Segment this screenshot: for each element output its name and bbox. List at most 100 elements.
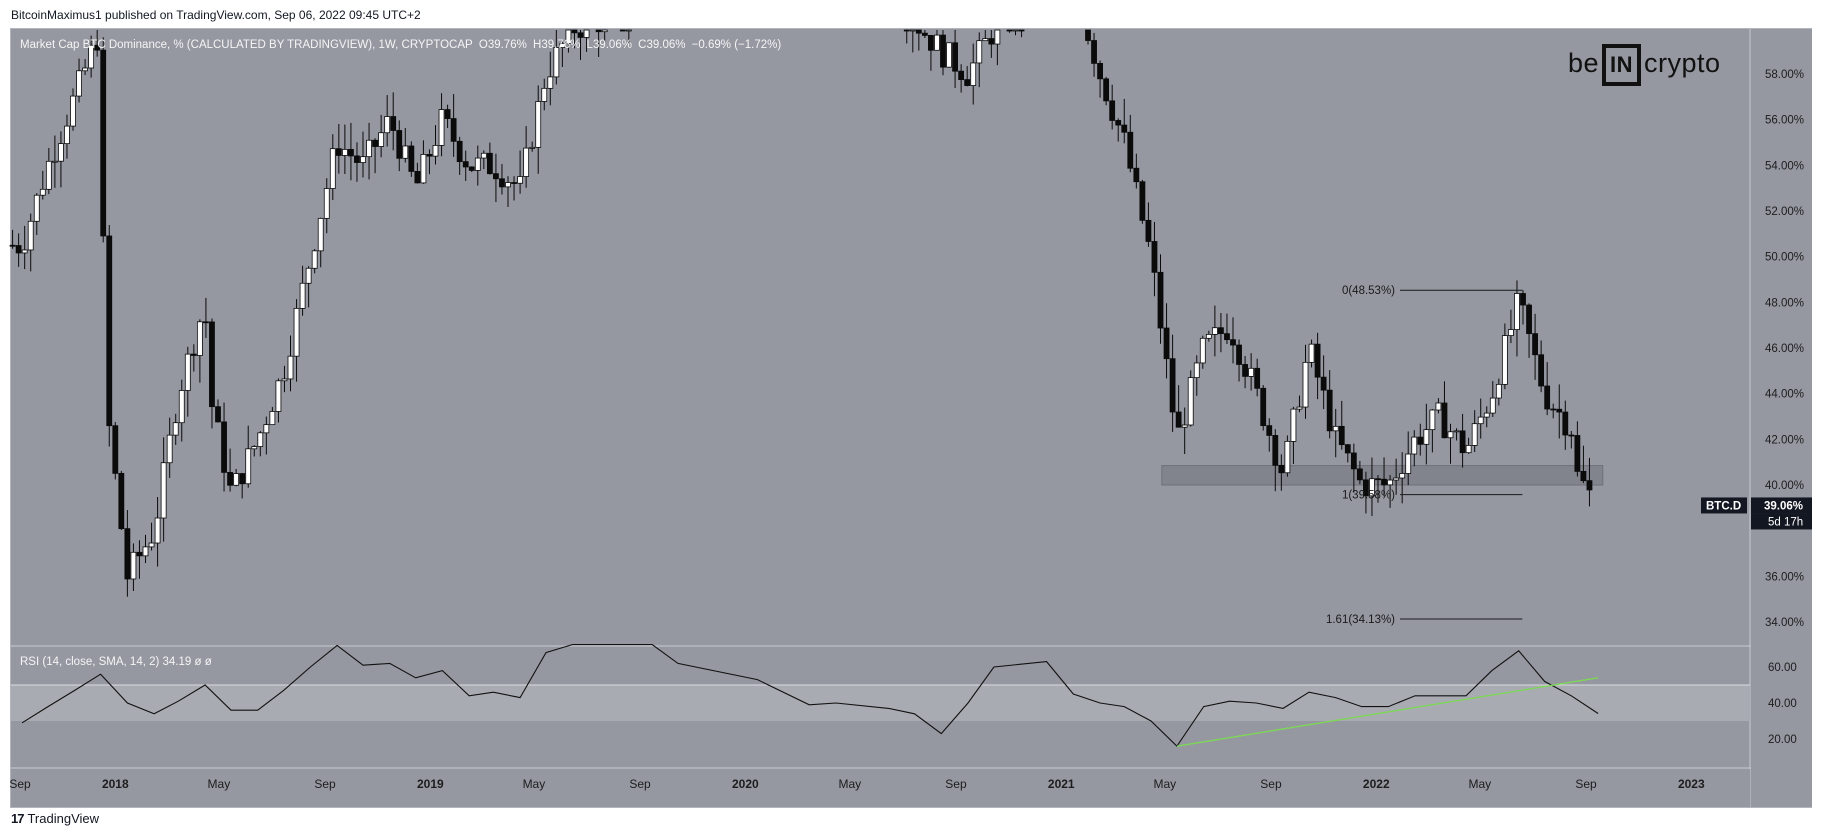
candle-body [486,152,493,175]
time-tick-May: May [1469,777,1492,791]
candle-body [130,551,137,580]
candle-body [1211,327,1218,335]
candle-body [70,95,76,127]
logo-left-text: be [1568,48,1600,78]
candle-body [1562,411,1569,436]
candle-body [1344,444,1351,454]
candle-body [915,29,922,34]
candle-body [21,249,28,254]
candle-body [1006,29,1013,32]
legend-low: L39.06% [586,39,632,51]
candle-body [541,87,548,102]
time-axis-bg [11,769,1750,807]
candle-body [348,148,354,157]
candle-body [1435,402,1442,411]
candle-body [245,448,252,485]
candle-body [505,182,511,188]
candle-body [946,42,952,68]
candle-body [27,220,34,251]
candle-body [1556,408,1563,413]
candle-body [221,421,227,473]
candle-body [1580,471,1587,482]
candle-body [263,424,270,434]
candle-body [1266,425,1273,436]
candle-body [1091,40,1097,64]
price-tick-56: 56.00% [1765,115,1804,127]
candle-body [1326,389,1333,432]
rsi-tick-20: 20.00 [1768,734,1797,746]
candle-body [148,542,155,548]
rsi-trendline [1176,677,1599,747]
price-tick-36: 36.00% [1765,571,1804,583]
candle-body [1157,271,1164,329]
candle-body [420,154,427,184]
candle-body [311,250,318,269]
candle-body [1109,100,1116,121]
candle-body [1181,424,1188,428]
candle-body [553,47,560,78]
candle-body [33,194,40,222]
candle-body [523,147,530,177]
candle-body [1115,120,1122,126]
candle-body [1356,468,1363,481]
legend-change: −0.69% (−1.72%) [691,39,782,51]
candle-body [390,116,397,131]
price-tag-bg [1751,497,1812,514]
logo-box-text: IN [1602,44,1642,86]
countdown-text: 5d 17h [1768,516,1803,528]
time-tick-2022: 2022 [1363,777,1390,791]
tradingview-logo-icon: 17 [11,811,25,826]
candle-body [215,406,221,423]
price-pane-bg [11,29,1750,646]
candle-body [1514,293,1520,330]
candle-body [82,67,88,72]
candle-body [76,70,82,97]
candle-body [396,130,403,159]
candle-body [1508,329,1514,336]
candle-body [106,235,113,427]
rsi-tick-60: 60.00 [1768,662,1797,674]
tradingview-footer[interactable]: 17 TradingView [11,811,99,826]
candle-body [988,38,995,45]
candle-body [1314,343,1321,378]
candle-body [354,155,360,163]
candle-body [239,473,246,485]
candle-body [1302,361,1309,408]
price-tick-58: 58.00% [1765,69,1804,81]
candle-body [142,546,149,557]
candle-body [1453,430,1460,433]
candle-body [583,29,590,38]
price-tick-42: 42.00% [1765,434,1804,446]
candle-body [921,32,928,36]
candle-body [619,29,626,32]
candle-body [124,528,131,580]
candle-body [51,160,58,163]
candle-body [299,282,306,309]
candle-body [1205,333,1212,339]
candle-body [227,471,233,486]
candle-body [1574,435,1581,472]
candle-body [305,267,312,284]
candle-body [1381,478,1387,486]
candle-body [1338,425,1345,446]
time-tick-Sep: Sep [9,777,31,791]
logo-right-text: crypto [1644,48,1721,78]
candle-body [1483,412,1490,418]
candle-body [1526,304,1532,335]
candle-body [1405,453,1412,474]
candle-body [341,148,348,156]
candle-body [233,473,240,486]
candle-body [1012,29,1019,32]
candle-body [952,42,958,72]
candle-body [1085,29,1091,41]
candle-body [1248,367,1255,377]
candle-body [559,43,566,48]
candle-body [317,217,324,252]
candle-body [1568,434,1575,437]
tradingview-brand-text: TradingView [27,811,100,826]
time-tick-2018: 2018 [102,777,129,791]
candle-body [384,116,391,134]
candle-body [1550,408,1557,411]
candle-body [1459,430,1466,454]
